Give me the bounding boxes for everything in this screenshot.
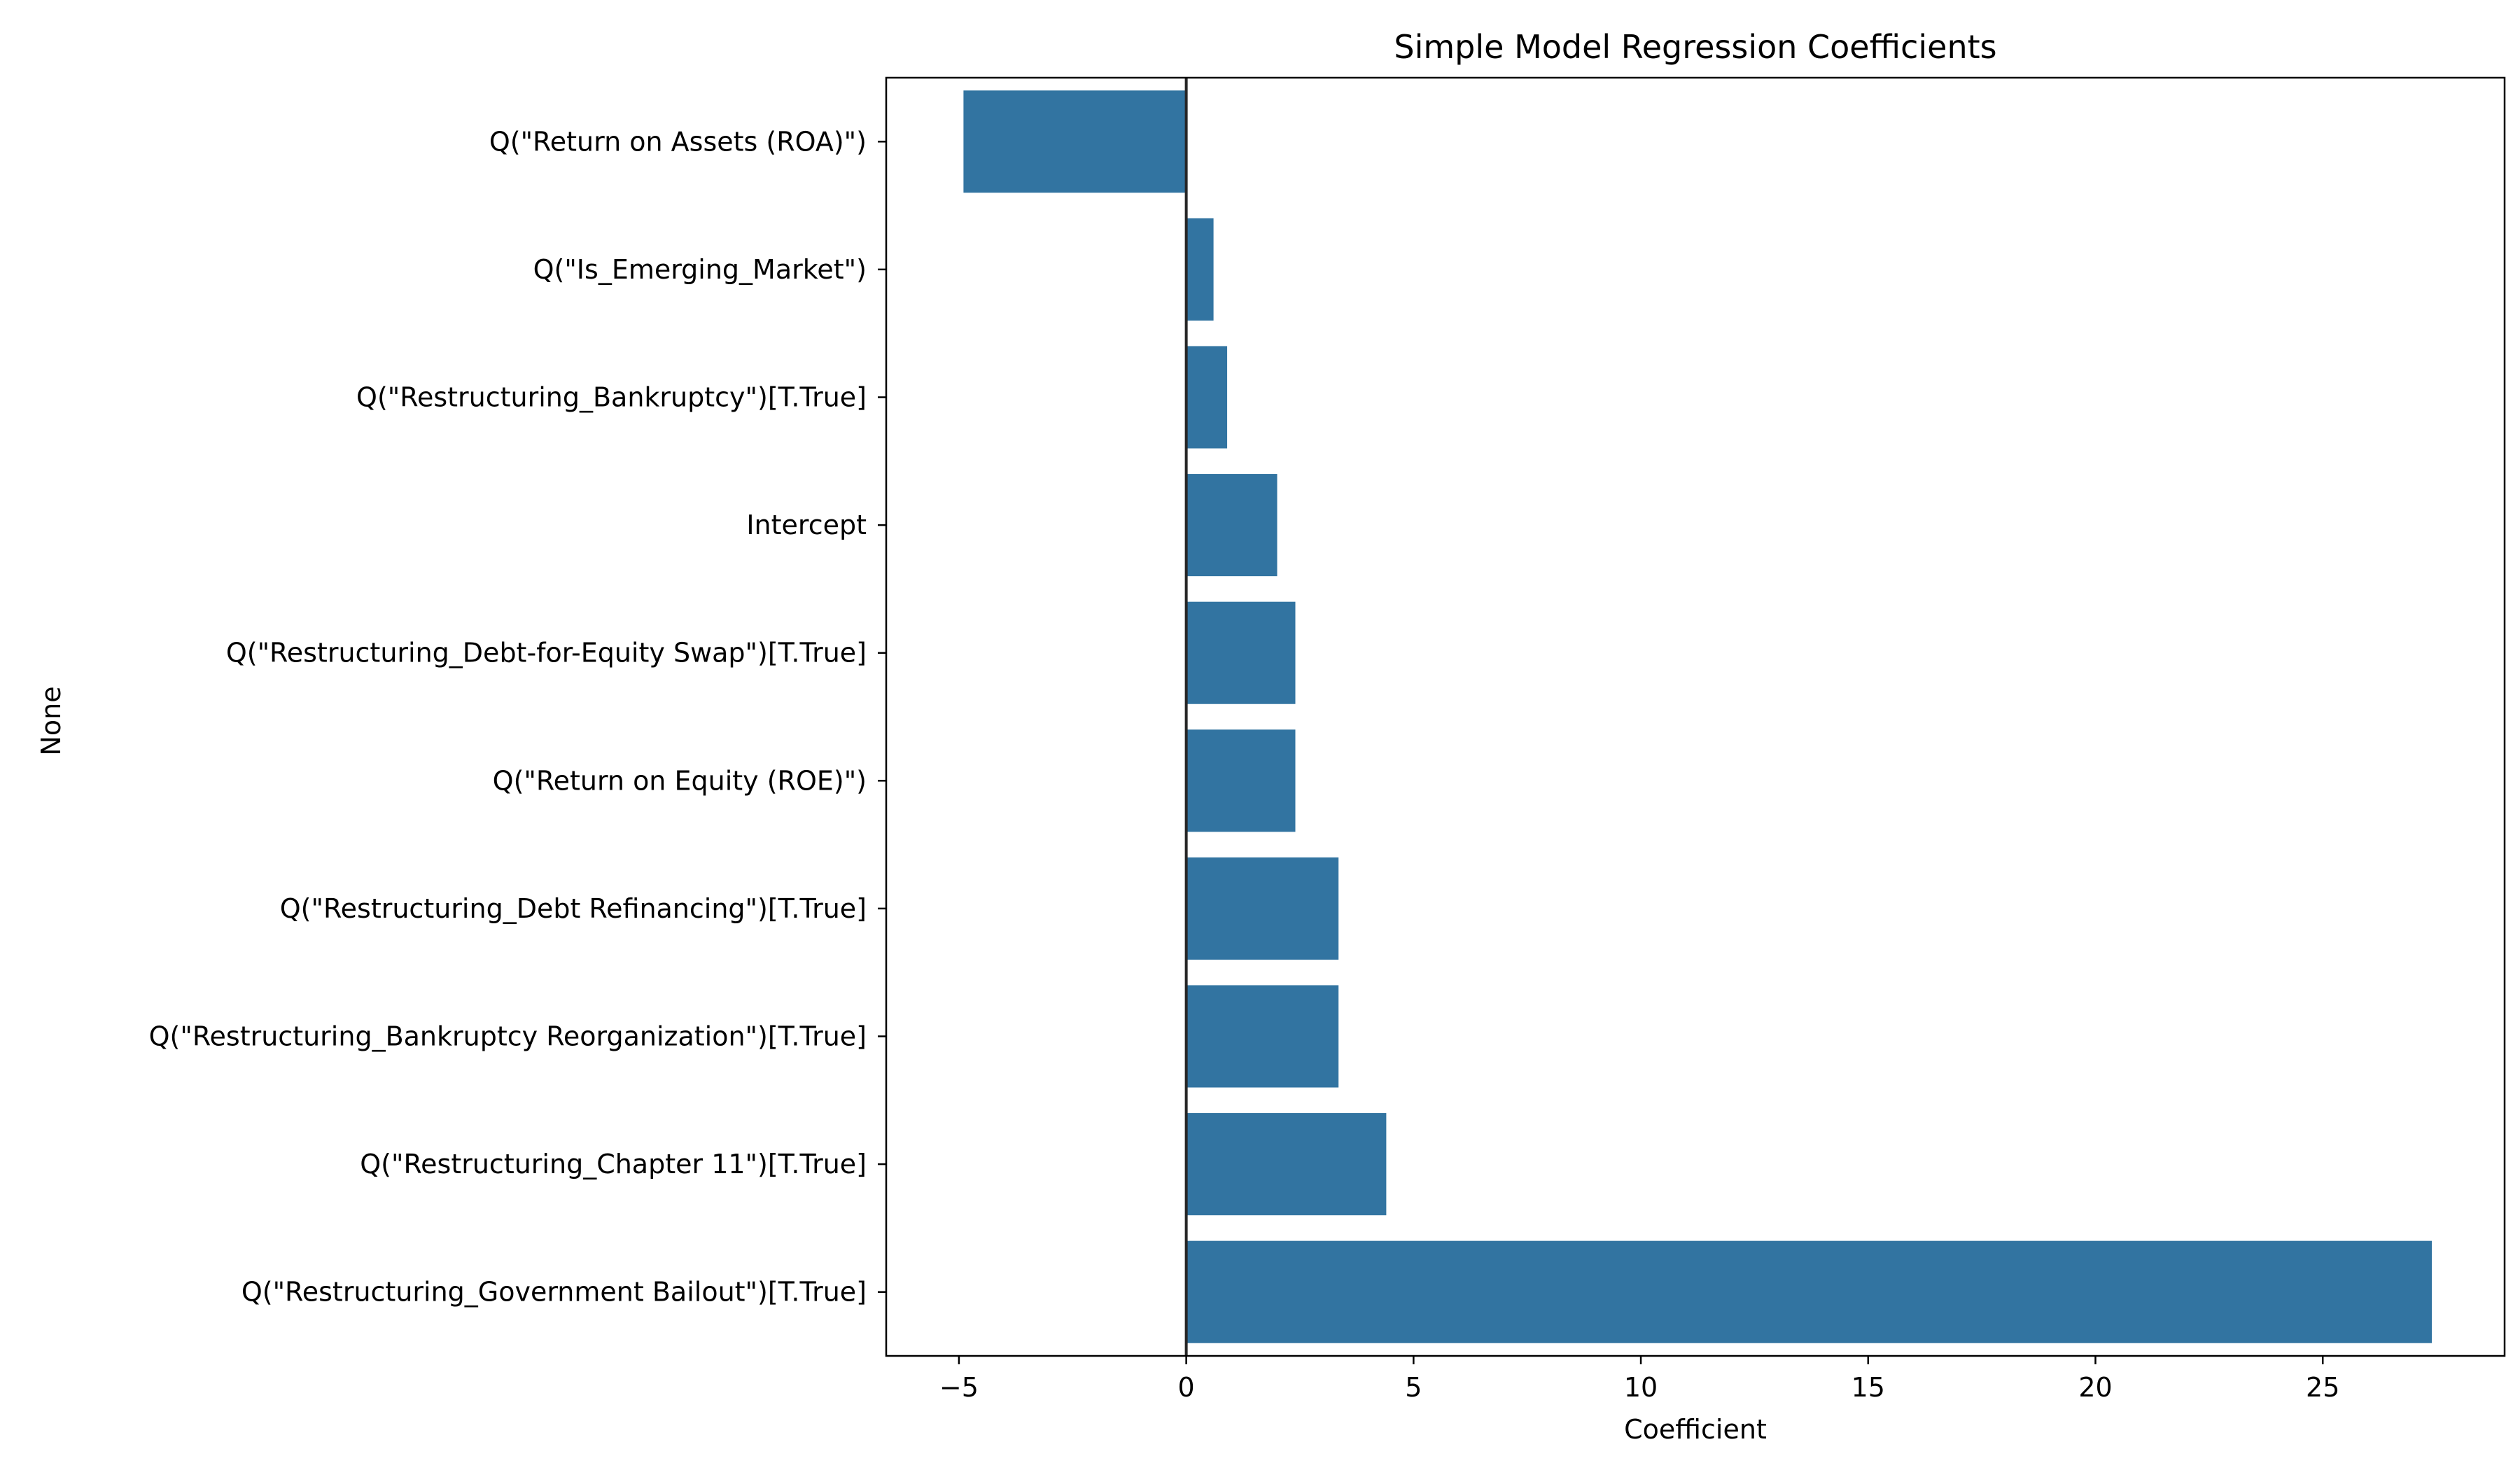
y-tick-label: Q("Restructuring_Bankruptcy")[T.True] (356, 382, 867, 413)
y-tick-label: Q("Restructuring_Bankruptcy Reorganizati… (149, 1021, 867, 1052)
bar (1186, 346, 1228, 449)
bar (963, 90, 1186, 193)
x-axis-label: Coefficient (1624, 1414, 1767, 1445)
y-tick-label: Q("Is_Emerging_Market") (533, 254, 867, 285)
plot-frame (885, 76, 2506, 1357)
bar (1186, 985, 1339, 1088)
y-axis-ticks: Q("Return on Assets (ROA)") Q("Is_Emergin… (149, 126, 886, 1308)
y-tick-label: Q("Restructuring_Chapter 11")[T.True] (360, 1149, 867, 1180)
bar (1186, 218, 1214, 321)
y-tick-label: Q("Restructuring_Debt-for-Equity Swap")[… (226, 638, 867, 668)
y-tick-label: Q("Restructuring_Debt Refinancing")[T.Tr… (280, 893, 867, 924)
y-tick-label: Q("Return on Assets (ROA)") (489, 126, 867, 157)
x-tick-label: 15 (1851, 1372, 1885, 1403)
x-tick-label: 0 (1178, 1372, 1195, 1403)
x-axis-ticks: −5 0 5 10 15 20 25 (939, 1356, 2339, 1403)
bar (1186, 601, 1296, 704)
x-tick-label: 5 (1405, 1372, 1422, 1403)
x-tick-label: −5 (939, 1372, 979, 1403)
x-tick-label: 25 (2306, 1372, 2339, 1403)
x-tick-label: 20 (2078, 1372, 2112, 1403)
bar (1186, 1113, 1387, 1216)
bars-layer (963, 90, 2432, 1343)
y-tick-label: Q("Restructuring_Government Bailout")[T.… (241, 1277, 867, 1308)
bar (1186, 729, 1296, 832)
chart-title: Simple Model Regression Coefficients (1394, 28, 1996, 66)
bar (1186, 857, 1339, 960)
y-axis-label: None (36, 686, 66, 755)
y-tick-label: Q("Return on Equity (ROE)") (493, 765, 867, 796)
y-tick-label: Intercept (746, 510, 867, 540)
x-tick-label: 10 (1624, 1372, 1658, 1403)
bar (1186, 474, 1278, 577)
bar (1186, 1240, 2432, 1343)
